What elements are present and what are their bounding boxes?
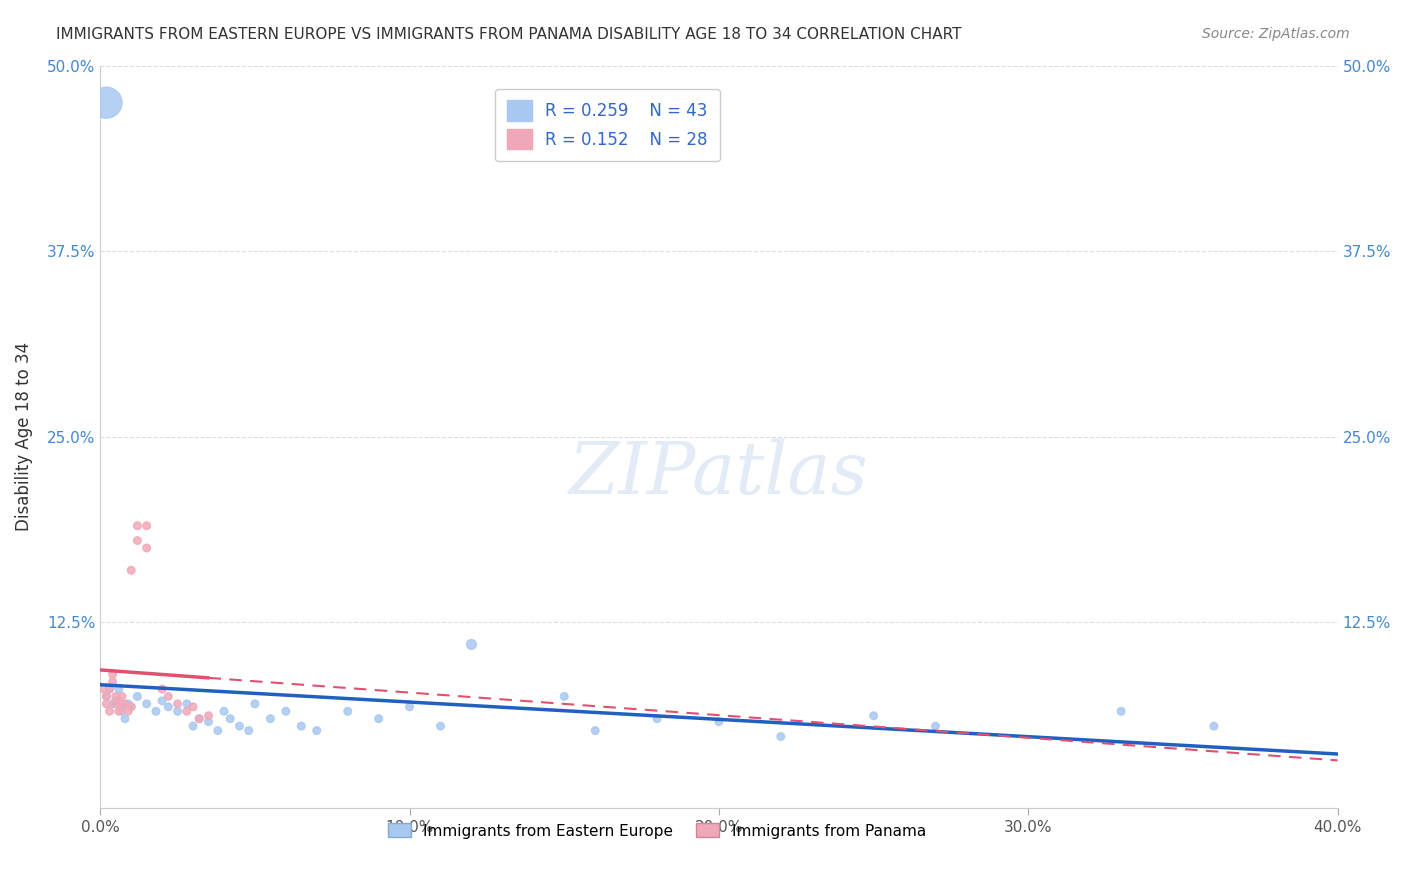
Point <box>117 697 139 711</box>
Point <box>157 690 180 704</box>
Text: IMMIGRANTS FROM EASTERN EUROPE VS IMMIGRANTS FROM PANAMA DISABILITY AGE 18 TO 34: IMMIGRANTS FROM EASTERN EUROPE VS IMMIGR… <box>56 27 962 42</box>
Point <box>197 708 219 723</box>
Point <box>108 694 131 708</box>
Point <box>96 690 118 704</box>
Point <box>553 690 575 704</box>
Point <box>104 697 127 711</box>
Point <box>769 730 792 744</box>
Point <box>135 518 157 533</box>
Point <box>181 719 204 733</box>
Point <box>98 681 121 696</box>
Point <box>228 719 250 733</box>
Point <box>135 697 157 711</box>
Point <box>101 674 124 689</box>
Text: ZIPatlas: ZIPatlas <box>569 439 869 509</box>
Point <box>111 699 134 714</box>
Point <box>290 719 312 733</box>
Point <box>98 704 121 718</box>
Point <box>120 699 142 714</box>
Point <box>108 681 131 696</box>
Point <box>583 723 606 738</box>
Point <box>145 704 167 718</box>
Point <box>127 690 149 704</box>
Point <box>1202 719 1225 733</box>
Point <box>166 697 188 711</box>
Point <box>120 563 142 577</box>
Point <box>212 704 235 718</box>
Point <box>398 699 420 714</box>
Point <box>336 704 359 718</box>
Point <box>1109 704 1132 718</box>
Point <box>98 681 121 696</box>
Point <box>96 690 118 704</box>
Point <box>114 697 136 711</box>
Point <box>101 697 124 711</box>
Point <box>305 723 328 738</box>
Point <box>707 714 730 729</box>
Point <box>243 697 266 711</box>
Point <box>219 712 242 726</box>
Point <box>274 704 297 718</box>
Point <box>104 690 127 704</box>
Point <box>207 723 229 738</box>
Point <box>111 690 134 704</box>
Point <box>96 95 118 110</box>
Point <box>460 638 482 652</box>
Point <box>104 694 127 708</box>
Point <box>645 712 668 726</box>
Point <box>150 694 173 708</box>
Point <box>197 714 219 729</box>
Y-axis label: Disability Age 18 to 34: Disability Age 18 to 34 <box>15 343 32 532</box>
Point <box>862 708 884 723</box>
Point <box>176 697 198 711</box>
Point <box>96 697 118 711</box>
Point <box>367 712 389 726</box>
Point <box>181 699 204 714</box>
Point <box>120 699 142 714</box>
Point <box>238 723 260 738</box>
Text: Source: ZipAtlas.com: Source: ZipAtlas.com <box>1202 27 1350 41</box>
Point <box>429 719 451 733</box>
Point <box>114 712 136 726</box>
Point <box>135 541 157 555</box>
Point <box>93 681 115 696</box>
Point <box>111 704 134 718</box>
Point <box>166 704 188 718</box>
Point <box>101 667 124 681</box>
Point <box>127 518 149 533</box>
Point <box>108 704 131 718</box>
Point <box>259 712 281 726</box>
Point <box>127 533 149 548</box>
Point <box>157 699 180 714</box>
Point <box>176 704 198 718</box>
Legend: Immigrants from Eastern Europe, Immigrants from Panama: Immigrants from Eastern Europe, Immigran… <box>382 817 932 845</box>
Point <box>117 704 139 718</box>
Point <box>188 712 211 726</box>
Point <box>150 681 173 696</box>
Point <box>924 719 946 733</box>
Point <box>188 712 211 726</box>
